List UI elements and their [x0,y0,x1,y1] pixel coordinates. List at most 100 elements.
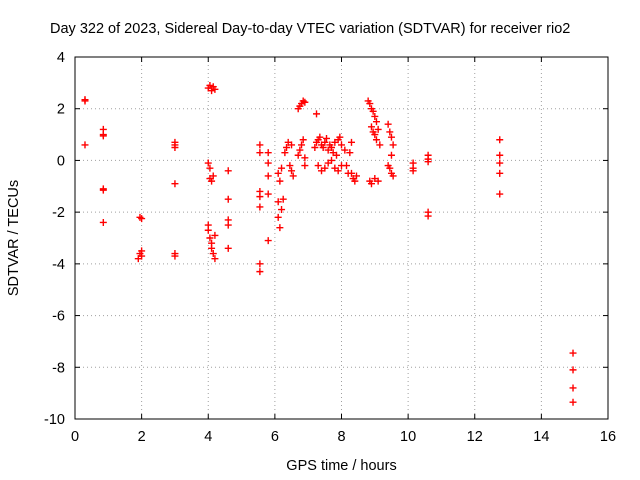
data-point-marker [387,133,395,141]
data-point-marker [208,244,216,252]
data-point-marker [346,149,354,157]
data-point-marker [372,136,380,144]
data-point-marker [274,169,282,177]
data-point-marker [496,169,504,177]
data-point-marker [206,164,214,172]
data-point-marker [496,136,504,144]
data-point-marker [278,164,286,172]
data-point-marker [276,224,284,232]
data-point-marker [298,141,306,149]
x-axis-label: GPS time / hours [286,458,396,474]
data-point-marker [256,203,264,211]
data-point-marker [264,237,272,245]
data-point-marker [367,180,375,188]
data-point-marker [274,213,282,221]
data-point-marker [384,120,392,128]
chart-title: Day 322 of 2023, Sidereal Day-to-day VTE… [50,21,570,37]
x-tick-label: 16 [600,429,616,445]
data-point-marker [138,247,146,255]
y-tick-label: 2 [57,102,65,118]
data-point-marker [338,141,345,149]
data-point-marker [301,162,309,170]
y-tick-label: -4 [52,257,65,273]
y-tick-label: -10 [44,412,65,428]
data-point-marker [279,195,287,203]
y-tick-label: -6 [52,309,65,325]
data-point-marker [342,162,350,170]
data-point-marker [288,141,296,149]
data-point-marker [224,167,232,175]
data-point-marker [294,151,302,159]
data-point-marker [496,190,504,198]
data-series-sdtvar [81,81,577,406]
data-point-marker [211,255,219,263]
data-point-marker [206,81,214,89]
data-point-marker [99,132,107,140]
data-point-marker [374,125,382,133]
data-point-marker [264,149,272,157]
data-point-marker [171,252,179,260]
data-point-marker [136,213,144,221]
y-tick-label: 0 [57,153,65,169]
data-point-marker [341,146,349,154]
x-tick-label: 12 [467,429,483,445]
data-point-marker [409,167,417,175]
data-point-marker [289,172,297,180]
data-point-marker [376,141,384,149]
data-point-marker [301,154,309,162]
data-point-marker [424,212,432,220]
data-point-marker [316,133,324,141]
data-point-marker [206,234,214,242]
plot-frame [74,56,609,420]
data-point-marker [138,215,146,223]
x-tick-label: 2 [138,429,146,445]
x-tick-label: 6 [271,429,279,445]
data-point-marker [328,156,336,164]
data-point-marker [256,268,264,276]
data-point-marker [208,177,216,185]
data-point-marker [351,177,359,185]
data-point-marker [336,133,344,141]
data-point-marker [274,198,282,206]
y-axis-label: SDTVAR / TECUs [6,180,22,296]
data-point-marker [171,144,179,151]
data-point-marker [256,141,264,149]
data-point-marker [386,164,394,172]
data-point-marker [371,112,379,120]
data-point-marker [224,221,232,229]
data-point-marker [224,195,232,203]
data-point-marker [374,177,382,185]
data-point-marker [569,398,577,406]
data-point-marker [321,164,329,172]
data-point-marker [366,100,374,108]
data-point-marker [569,384,577,392]
x-tick-label: 14 [533,429,549,445]
data-point-marker [347,169,355,177]
data-point-marker [386,128,394,136]
data-point-marker [387,151,395,159]
data-point-marker [256,149,264,157]
data-point-marker [328,144,336,151]
data-point-marker [281,149,289,157]
y-tick-label: -8 [52,360,65,376]
data-point-marker [311,144,319,151]
data-point-marker [369,107,377,115]
data-point-marker [371,131,379,139]
x-tick-label: 8 [337,429,345,445]
y-tick-label: 4 [57,50,65,66]
y-tick-label: -2 [52,205,65,221]
data-point-marker [283,144,291,151]
data-point-marker [313,110,321,118]
data-point-marker [209,172,217,180]
data-point-marker [352,172,360,180]
data-point-marker [99,186,107,194]
data-point-marker [278,206,286,214]
data-point-marker [323,134,331,142]
data-point-marker [389,172,397,180]
grid-lines [75,57,608,419]
data-point-marker [347,138,355,146]
data-point-marker [333,151,341,159]
data-point-marker [264,190,272,198]
data-point-marker [211,85,219,93]
data-point-marker [569,349,577,357]
